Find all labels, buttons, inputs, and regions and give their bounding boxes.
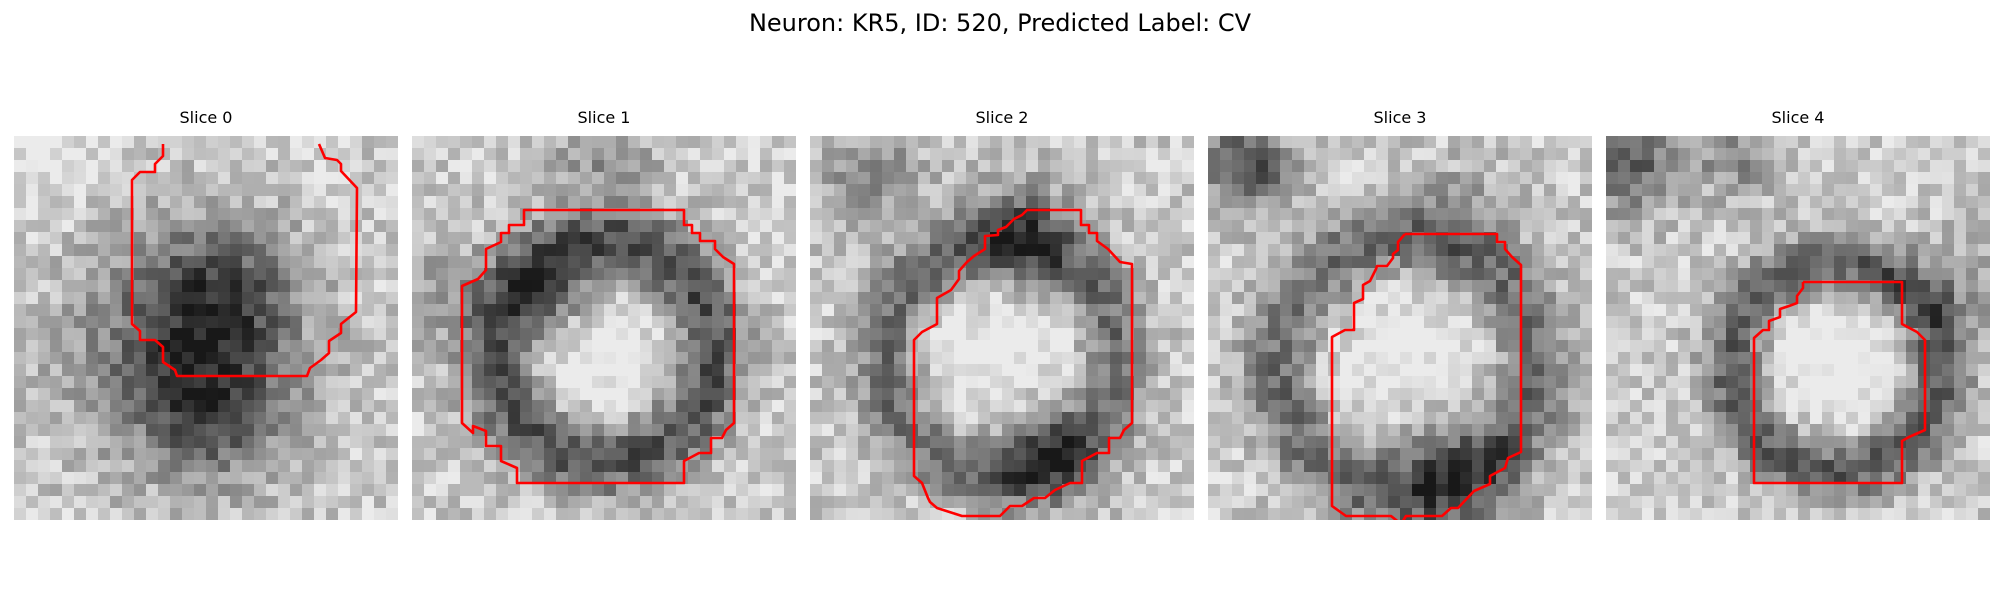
slice-panel-1: Slice 1 (412, 108, 796, 520)
slice-panel-2: Slice 2 (810, 108, 1194, 520)
pixel-grid (1606, 136, 1990, 520)
contour-outline (460, 208, 736, 485)
contour-outline (1752, 280, 1927, 485)
pixel-grid (1208, 136, 1592, 520)
pixel-grid (810, 136, 1194, 520)
slice-panel-0: Slice 0 (14, 108, 398, 520)
contour-outline (912, 208, 1134, 518)
slice-panel-3: Slice 3 (1208, 108, 1592, 520)
pixel-grid (412, 136, 796, 520)
pixel-grid (14, 136, 398, 520)
contour-outline (130, 143, 359, 378)
slice-title: Slice 0 (179, 108, 233, 127)
slice-title: Slice 2 (975, 108, 1029, 127)
figure-title: Neuron: KR5, ID: 520, Predicted Label: C… (748, 9, 1252, 37)
slice-title: Slice 1 (577, 108, 631, 127)
slice-image (810, 136, 1194, 520)
slice-image (1208, 136, 1592, 520)
slice-image (14, 136, 398, 520)
contour-outline (1330, 232, 1523, 520)
slice-panel-4: Slice 4 (1606, 108, 1990, 520)
slice-title: Slice 3 (1373, 108, 1427, 127)
slice-image (412, 136, 796, 520)
slice-title: Slice 4 (1771, 108, 1825, 127)
slice-image (1606, 136, 1990, 520)
